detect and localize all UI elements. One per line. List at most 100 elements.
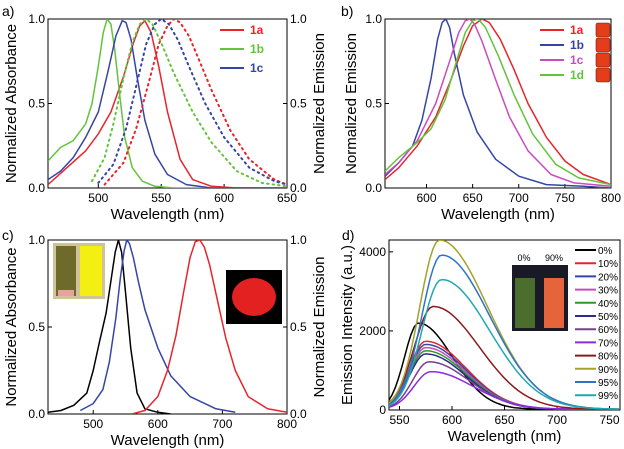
series-group	[389, 240, 620, 410]
legend-label-1c: 1c	[570, 53, 584, 67]
crystal-photo	[226, 270, 282, 324]
y-tick-label: 0.5	[28, 97, 45, 111]
y-axis-label: Emission Intensity (a.u.)	[339, 245, 356, 405]
x-tick-label: 600	[214, 191, 234, 205]
legend-label-95%: 95%	[598, 378, 618, 389]
legend-emission-swatch	[595, 37, 611, 53]
legend-label-10%: 10%	[598, 259, 618, 270]
legend-label-90%: 90%	[598, 365, 618, 376]
x-tick-label: 750	[599, 413, 619, 427]
x-tick-label: 700	[547, 413, 567, 427]
series-group	[385, 19, 611, 188]
legend-label-40%: 40%	[598, 299, 618, 310]
panel-label: b)	[341, 3, 353, 19]
x-tick-label: 550	[151, 191, 171, 205]
x-tick-label: 750	[555, 191, 575, 205]
vial-0-percent	[515, 278, 535, 328]
red-emitting-crystals	[232, 278, 276, 316]
series-line-1b	[385, 19, 611, 188]
x-tick-label: 500	[88, 191, 108, 205]
legend-label-1a: 1a	[570, 23, 584, 37]
legend-emission-swatch	[595, 22, 611, 38]
legend-label-1d: 1d	[570, 68, 584, 82]
y2-axis-label: Normalized Emission	[311, 257, 328, 398]
x-tick-label: 650	[277, 191, 297, 205]
legend-label-99%: 99%	[598, 391, 618, 402]
y-tick-label: 1.0	[28, 233, 45, 247]
y-tick-label: 2000	[359, 324, 386, 338]
legend-label-30%: 30%	[598, 286, 618, 297]
y2-axis-label: Normalized Emission	[311, 33, 328, 174]
panel-label: d)	[342, 227, 354, 243]
x-axis-label: Wavelength (nm)	[111, 432, 225, 449]
legend-label-1c: 1c	[250, 61, 264, 75]
series-line-emission	[131, 240, 287, 414]
panel-b: 600 650 700 750 800 0.0 0.5 1.0 b) Wavelength (nm…	[341, 3, 621, 223]
y2-tick-label: 1.0	[290, 12, 307, 26]
series-line-95%	[389, 254, 619, 410]
yellow-powder	[80, 246, 102, 296]
y2-tick-label: 0.5	[290, 97, 307, 111]
legend-label-80%: 80%	[598, 352, 618, 363]
series-line-1b	[48, 19, 287, 188]
x-tick-label: 700	[212, 417, 232, 431]
y2-tick-label: 0.0	[290, 407, 307, 421]
panel-d: 550 600 650 700 750 0 2000 4000 d) Wavelength (nm…	[339, 227, 621, 445]
y-tick-label: 0.0	[28, 407, 45, 421]
legend-label-1b: 1b	[250, 42, 264, 56]
x-axis-label: Wavelength (nm)	[448, 428, 562, 445]
legend-label-60%: 60%	[598, 325, 618, 336]
series-line-absorbance	[48, 240, 171, 414]
vial-photo	[53, 243, 105, 299]
y-axis-label: Normalized Absorbance	[3, 24, 20, 183]
series-line-1d	[385, 19, 611, 186]
x-tick-label: 600	[416, 191, 436, 205]
y-tick-label: 1.0	[28, 12, 45, 26]
series-line-99%	[389, 278, 620, 410]
x-tick-label: 800	[601, 191, 621, 205]
y-tick-label: 1.0	[365, 12, 382, 26]
series-line-excitation	[79, 240, 236, 414]
y-axis-label: Normalized Absorbance	[3, 247, 20, 406]
panel-label: a)	[2, 3, 14, 19]
legend-label-20%: 20%	[598, 272, 618, 283]
y2-tick-label: 0.5	[290, 320, 307, 334]
panel-a: 500 550 600 6500.00.51.00.00.51.0a)Waveleng…	[2, 3, 328, 223]
vial-solution	[56, 246, 76, 296]
y2-tick-label: 1.0	[290, 233, 307, 247]
y-tick-label: 0.5	[365, 97, 382, 111]
y-tick-label: 4000	[359, 245, 386, 259]
y2-tick-label: 0.0	[290, 181, 307, 195]
y-tick-label: 0	[379, 403, 386, 417]
legend-label-70%: 70%	[598, 338, 618, 349]
series-line-1b	[91, 19, 287, 188]
series-line-1c	[97, 19, 287, 186]
series-line-0%	[389, 322, 619, 410]
legend-label-1b: 1b	[570, 38, 584, 52]
y-tick-label: 0.5	[28, 320, 45, 334]
series-line-1a	[103, 19, 287, 186]
x-tick-label: 500	[83, 417, 103, 431]
vial-90-percent	[544, 278, 564, 328]
x-axis-label: Wavelength (nm)	[441, 206, 555, 223]
x-tick-label: 550	[389, 413, 409, 427]
y-tick-label: 0.0	[28, 181, 45, 195]
series-line-1c	[48, 19, 287, 188]
legend-emission-swatch	[595, 67, 611, 83]
legend-emission-swatch	[595, 52, 611, 68]
y-axis-label: Normalized Emission	[343, 33, 360, 174]
series-line-1a	[385, 19, 611, 186]
panel-label: c)	[2, 227, 14, 243]
x-tick-label: 650	[463, 191, 483, 205]
x-tick-label: 600	[148, 417, 168, 431]
x-tick-label: 650	[494, 413, 514, 427]
legend-label-50%: 50%	[598, 312, 618, 323]
series-group	[48, 19, 287, 188]
inset-label-0: 0%	[517, 253, 530, 263]
inset-label-90: 90%	[545, 253, 563, 263]
legend-label-0%: 0%	[598, 246, 613, 257]
vial-emission-glow	[58, 290, 74, 296]
series-group	[48, 240, 287, 414]
y-tick-label: 0.0	[365, 181, 382, 195]
